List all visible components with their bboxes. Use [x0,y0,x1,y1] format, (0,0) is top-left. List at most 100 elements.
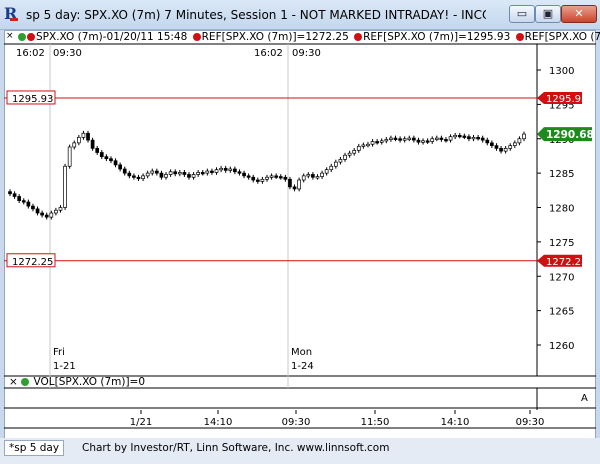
candle-body [168,171,173,175]
minimize-button[interactable]: ▭ [509,5,535,23]
candle-body [251,176,256,181]
candle-body [86,132,90,141]
candle-body [155,170,159,174]
candle-body [269,175,274,178]
candle-body [467,136,471,140]
candle-body [462,135,467,138]
candle-body [379,140,384,143]
status-bar: *sp 5 day Chart by Investor/RT, Linn Sof… [0,438,600,464]
candle-body [343,154,347,160]
candle-body [471,137,476,140]
last-price-tag [537,127,592,142]
time-tick-label: 09:30 [282,417,311,428]
status-dot-icon [515,33,524,41]
candle-body [476,137,480,140]
close-button[interactable]: ✕ [561,5,597,23]
price-tick-label: 1270 [549,272,574,283]
legend-item-ref[interactable]: REF[SPX.XO (7m)]=1272.25 [192,31,349,44]
candle-body [324,169,329,174]
candle-body [200,172,205,175]
candle-body [81,132,86,138]
candle-body [40,212,44,216]
candle-body [99,152,104,157]
chart-area[interactable]: 16:02 09:30 16:02 09:30 Fri 1-21 Mon 1-2… [4,30,596,438]
price-tick-label: 1280 [549,204,574,215]
candle-body [274,175,279,178]
candle-body [320,172,324,177]
reference-axis-label: 1295.93 [546,94,587,105]
candle-body [145,172,150,177]
candle-body [196,172,201,175]
candle-body [512,142,517,146]
candle-body [315,176,320,179]
candle-body [389,137,393,140]
candle-body [347,152,352,156]
candle-body [122,168,127,174]
price-tick-label: 1265 [549,307,574,318]
legend-item-symbol[interactable]: SPX.XO (7m)-01/20/11 15:48 [18,31,187,44]
reference-axis-label: 1272.25 [546,257,587,268]
candle-body [67,146,72,167]
candle-body [35,208,40,214]
session-open-label: 09:30 [292,48,321,59]
candle-body [430,138,435,142]
price-tick-label: 1295 [549,100,574,111]
candle-body [265,176,269,180]
candle-body [233,168,237,173]
session-time-label: 16:02 [254,48,283,59]
candle-body [402,138,407,141]
legend-row: SPX.XO (7m)-01/20/11 15:48 REF[SPX.XO (7… [18,31,600,44]
candle-body [228,168,233,171]
date-label: 1-21 [53,361,76,372]
candle-body [127,172,132,177]
candle-body [95,148,100,153]
candles [8,130,526,220]
candle-body [182,172,187,175]
candle-body [494,145,499,149]
candle-body [425,140,430,143]
candle-body [393,137,398,140]
volume-legend[interactable]: × VOL[SPX.XO (7m)]=0 [9,376,146,388]
candle-body [141,175,145,179]
time-tick-label: 14:10 [204,417,233,428]
candle-body [237,171,242,174]
candle-body [398,138,402,141]
time-axis: 1/21 14:10 09:30 11:50 14:10 09:30 [130,410,544,428]
reference-axis-tag [537,254,582,267]
candle-body [255,179,260,182]
legend-item-ref[interactable]: REF[SPX.XO (7m)] [515,31,600,44]
candle-body [132,175,136,178]
time-tick-label: 1/21 [130,417,152,428]
close-pane-icon[interactable]: × [6,31,14,41]
candle-body [412,137,416,141]
title-bar: R sp 5 day: SPX.XO (7m) 7 Minutes, Sessi… [0,0,600,30]
candle-body [219,167,223,171]
candle-body [63,165,67,208]
candle-body [333,161,338,167]
candle-body [457,134,462,138]
candle-body [421,140,425,143]
candle-body [21,200,26,203]
status-dot-icon [21,378,30,386]
chart-tab[interactable]: *sp 5 day [4,440,65,456]
maximize-button[interactable]: ▣ [535,5,561,23]
candle-body [90,139,95,149]
candle-body [297,179,301,190]
candle-body [223,167,228,171]
candle-body [49,212,54,218]
candle-body [352,150,357,154]
chart-frame [4,30,596,458]
candle-body [214,169,219,173]
candle-body [246,175,251,178]
reference-label-box [6,253,56,268]
candle-body [26,201,31,207]
legend-item-ref[interactable]: REF[SPX.XO (7m)]=1295.93 [354,31,510,44]
candle-body [12,193,17,197]
candle-body [517,138,522,144]
candle-body [407,137,412,140]
candle-body [8,191,12,195]
candle-body [58,207,63,211]
close-pane-icon[interactable]: × [9,376,18,388]
reference-label: 1295.93 [12,94,53,105]
candle-body [311,174,315,178]
